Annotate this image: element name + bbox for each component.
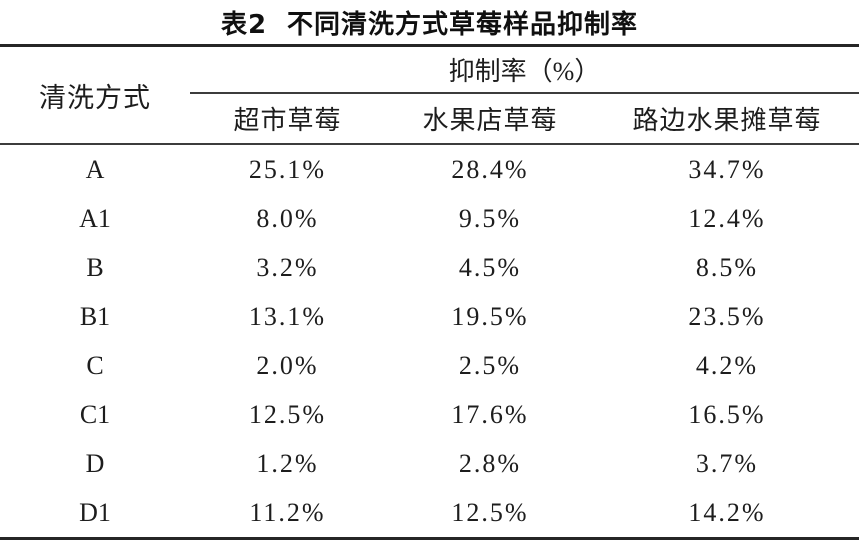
value-roadside: 12.4% [688,203,766,233]
value-roadside: 34.7% [688,154,766,184]
value-fruit-shop: 9.5% [458,203,522,233]
value-fruit-shop: 2.5% [458,350,522,380]
table-row: C 2.0% 2.5% 4.2% [0,341,859,390]
value-roadside: 14.2% [688,497,766,527]
bottom-rule [0,537,859,540]
method-label: C [86,350,104,380]
value-fruit-shop: 2.8% [458,448,522,478]
table-header: 清洗方式 抑制率（%） 超市草莓 水果店草莓 路边水果摊草莓 [0,47,859,143]
table-number: 表2 [220,9,268,40]
header-bottom-rule [0,143,859,145]
header-roadside-stand: 路边水果摊草莓 [632,106,822,135]
method-label: C1 [79,399,111,429]
value-fruit-shop: 28.4% [451,154,529,184]
table-row: D1 11.2% 12.5% 14.2% [0,488,859,537]
table-row: C1 12.5% 17.6% 16.5% [0,390,859,439]
value-supermarket: 1.2% [256,448,319,478]
method-label: A [85,154,105,184]
span-header-rule [190,92,859,94]
value-supermarket: 13.1% [248,301,327,331]
value-roadside: 3.7% [695,448,759,478]
value-supermarket: 2.0% [256,350,319,380]
value-supermarket: 12.5% [248,399,327,429]
header-inhibition-rate: 抑制率（%） [448,57,601,86]
header-fruit-shop: 水果店草莓 [422,106,558,135]
value-roadside: 4.2% [695,350,759,380]
table-caption: 不同清洗方式草莓样品抑制率 [287,9,639,40]
table-row: D 1.2% 2.8% 3.7% [0,439,859,488]
value-supermarket: 11.2% [249,497,326,527]
table-row: A1 8.0% 9.5% 12.4% [0,194,859,243]
table-row: B1 13.1% 19.5% 23.5% [0,292,859,341]
value-fruit-shop: 4.5% [458,252,522,282]
value-roadside: 16.5% [688,399,766,429]
method-label: D [85,448,105,478]
table-row: B 3.2% 4.5% 8.5% [0,243,859,292]
table-row: A 25.1% 28.4% 34.7% [0,145,859,194]
value-fruit-shop: 17.6% [451,399,529,429]
top-rule [0,44,859,47]
header-right-group: 抑制率（%） 超市草莓 水果店草莓 路边水果摊草莓 [190,47,859,143]
value-supermarket: 3.2% [256,252,319,282]
table-title: 表2 不同清洗方式草莓样品抑制率 [0,0,859,44]
value-roadside: 8.5% [695,252,759,282]
method-label: D1 [79,497,111,527]
table-body: A 25.1% 28.4% 34.7% A1 8.0% 9.5% 12.4% B… [0,145,859,537]
method-label: A1 [79,203,111,233]
subheader-row: 超市草莓 水果店草莓 路边水果摊草莓 [190,94,859,143]
method-label: B1 [79,301,111,331]
header-wash-method: 清洗方式 [39,82,151,113]
value-fruit-shop: 12.5% [451,497,529,527]
value-fruit-shop: 19.5% [451,301,529,331]
value-roadside: 23.5% [688,301,766,331]
method-label: B [86,252,104,282]
value-supermarket: 8.0% [256,203,319,233]
value-supermarket: 25.1% [248,154,327,184]
header-supermarket: 超市草莓 [233,106,342,135]
